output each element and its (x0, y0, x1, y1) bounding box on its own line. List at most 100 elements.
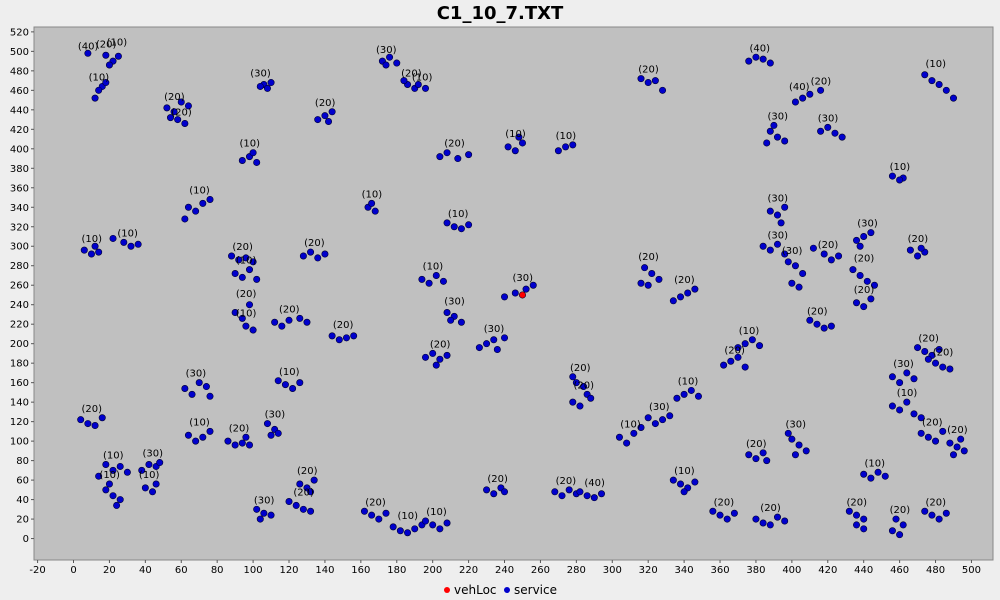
service-point (328, 108, 336, 116)
service-point (914, 252, 922, 260)
point-demand-label: (20) (908, 234, 929, 245)
service-point (935, 80, 943, 88)
service-point (102, 486, 110, 494)
service-point (863, 277, 871, 285)
service-point (910, 375, 918, 383)
y-tick-label: 80 (16, 456, 29, 467)
point-demand-label: (30) (254, 495, 275, 506)
y-tick-label: 140 (10, 398, 29, 409)
service-point (396, 527, 404, 535)
service-point (939, 427, 947, 435)
service-point (651, 77, 659, 85)
point-demand-label: (20) (570, 363, 591, 374)
service-point (565, 486, 573, 494)
service-point (483, 340, 491, 348)
x-tick-label: 440 (854, 565, 873, 576)
service-point (393, 59, 401, 67)
service-point (766, 207, 774, 215)
service-point (752, 515, 760, 523)
x-tick-label: 260 (531, 565, 550, 576)
point-demand-label: (20) (164, 92, 185, 103)
service-point (181, 215, 189, 223)
service-point (942, 509, 950, 517)
point-demand-label: (30) (818, 113, 839, 124)
service-point (651, 420, 659, 428)
service-point (307, 488, 315, 496)
service-point (174, 116, 182, 124)
point-demand-label: (30) (143, 449, 164, 460)
service-point (734, 353, 742, 361)
service-point (127, 242, 135, 250)
service-point (342, 334, 350, 342)
service-point (522, 285, 530, 293)
x-tick-label: 180 (387, 565, 406, 576)
y-tick-label: 40 (16, 495, 29, 506)
service-point (260, 509, 268, 517)
service-point (802, 447, 810, 455)
point-demand-label: (20) (315, 98, 336, 109)
service-point (741, 363, 749, 371)
service-point (809, 244, 817, 252)
service-point (917, 429, 925, 437)
service-point (166, 114, 174, 122)
service-point (95, 248, 103, 256)
service-point (820, 250, 828, 258)
point-demand-label: (30) (893, 359, 914, 370)
point-demand-label: (20) (430, 339, 451, 350)
service-point (432, 271, 440, 279)
service-point (806, 90, 814, 98)
y-tick-label: 100 (10, 437, 29, 448)
service-point (917, 244, 925, 252)
service-point (928, 77, 936, 85)
service-point (350, 332, 358, 340)
service-point (896, 379, 904, 387)
service-point (422, 84, 430, 92)
point-demand-label: (20) (638, 252, 659, 263)
service-point (856, 271, 864, 279)
vehloc-point (518, 291, 526, 299)
service-point (827, 256, 835, 264)
point-demand-label: (10) (448, 209, 469, 220)
x-tick-label: 400 (782, 565, 801, 576)
x-axis: -20 0 20 40 60 80 100 120 140 160 180 200 220 240 260 2… (29, 560, 981, 576)
service-point (224, 437, 232, 445)
point-demand-label: (20) (811, 76, 832, 87)
point-demand-label: (20) (674, 275, 695, 286)
service-point (382, 509, 390, 517)
service-point (759, 242, 767, 250)
service-point (630, 429, 638, 437)
service-point (914, 344, 922, 352)
point-demand-label: (20) (724, 345, 745, 356)
service-point (888, 373, 896, 381)
y-tick-label: 440 (10, 105, 29, 116)
service-point (411, 525, 419, 533)
service-point (763, 457, 771, 465)
service-point (677, 480, 685, 488)
service-point (637, 279, 645, 287)
service-point (820, 324, 828, 332)
point-demand-label: (20) (918, 334, 939, 345)
point-labels: (40)(20)(10)(10)(20)(20)(30)(20)(30)(20)… (78, 37, 968, 522)
service-point (328, 332, 336, 340)
service-point (102, 461, 110, 469)
service-point (949, 94, 957, 102)
service-point (109, 466, 117, 474)
service-point (368, 511, 376, 519)
service-point (777, 219, 785, 227)
chart-title: C1_10_7.TXT (437, 3, 564, 24)
point-demand-label: (10) (99, 470, 120, 481)
service-point (870, 281, 878, 289)
service-point (238, 439, 246, 447)
service-point (202, 383, 210, 391)
service-point (910, 410, 918, 418)
point-demand-label: (20) (847, 497, 868, 508)
service-point (795, 441, 803, 449)
point-demand-label: (10) (81, 234, 102, 245)
service-point (436, 355, 444, 363)
service-point (443, 519, 451, 527)
point-demand-label: (20) (279, 304, 300, 315)
service-point (799, 270, 807, 278)
service-point (206, 195, 214, 203)
service-point (949, 451, 957, 459)
service-point (576, 488, 584, 496)
